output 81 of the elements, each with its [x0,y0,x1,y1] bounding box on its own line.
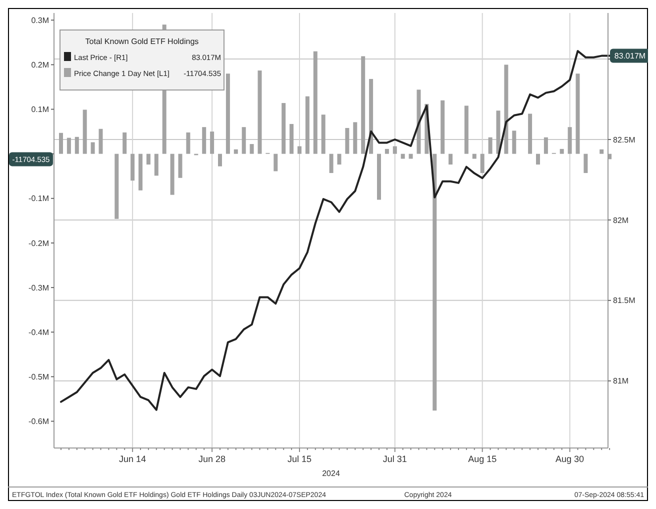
bar [122,132,127,154]
x-tick-label: Jun 14 [119,454,146,464]
y-tick-label: -0.1M [28,194,50,204]
y-tick-label: -0.2M [28,238,50,248]
bar [305,96,310,154]
x-tick-label: Aug 30 [556,454,584,464]
bar [82,110,87,154]
bar [408,154,413,159]
bar [66,138,71,154]
y-tick-label: -0.3M [28,283,50,292]
y2-tick-label: 82.5M [613,135,636,144]
bar [90,142,95,154]
bar [440,100,445,154]
bar [282,103,286,154]
bar [290,124,294,154]
bar [114,154,119,219]
bar [568,127,572,154]
bar [384,148,389,154]
bar [400,154,405,159]
y-tick-label: -0.4M [28,328,50,337]
y-tick-label: 0.2M [31,60,50,70]
bar [353,122,358,154]
bar [329,154,334,174]
bar [488,137,492,154]
bar [98,128,103,154]
bar [202,127,206,154]
bar [130,154,135,181]
y-tick-label: 0.1M [31,105,50,114]
y2-tick-label: 82M [613,216,629,225]
bar [377,154,381,200]
bar [504,64,508,154]
bar [544,137,548,154]
x-tick-label: Jul 15 [287,454,312,464]
x-tick-label: Jun 28 [198,454,226,464]
bar [59,132,63,154]
bar [250,144,254,154]
bar [170,154,174,195]
text: 83.017M [614,52,646,61]
bar [432,154,437,411]
bar [600,149,604,154]
bar [178,154,182,178]
bar [218,154,222,166]
legend-title: Total Known Gold ETF Holdings [85,37,199,46]
bar [464,106,468,154]
bar [584,154,588,174]
bar [138,154,142,190]
y-tick-label: -0.5M [28,372,50,382]
bar [416,90,421,154]
bar [576,74,580,154]
bar [274,154,278,172]
bar [242,127,246,154]
x-tick-label: Aug 15 [468,454,497,464]
bar [146,154,150,165]
bar [337,154,342,165]
bar [361,56,366,154]
bar [448,154,453,165]
bar [472,154,476,159]
bar [345,128,350,154]
bar [392,146,397,154]
bar [560,148,564,154]
y2-tick-label: 81M [613,376,629,386]
bar [74,136,79,154]
bar [496,110,500,154]
x-tick-label: Jul 31 [382,454,407,464]
y-tick-label: -0.6M [28,417,50,426]
bar [298,146,302,154]
y2-tick-label: 81.5M [613,296,636,306]
bar [536,154,540,165]
bar [512,130,516,154]
y-tick-label: 0.3M [31,16,50,25]
bar [480,154,484,174]
bar [369,78,374,154]
bar [154,154,158,176]
x-axis-title: 2024 [322,469,340,478]
bar [528,114,532,154]
bar [313,51,318,154]
bar [321,114,326,154]
bar [234,149,238,154]
bar [186,132,190,154]
bar [258,70,262,154]
bar [210,132,214,154]
